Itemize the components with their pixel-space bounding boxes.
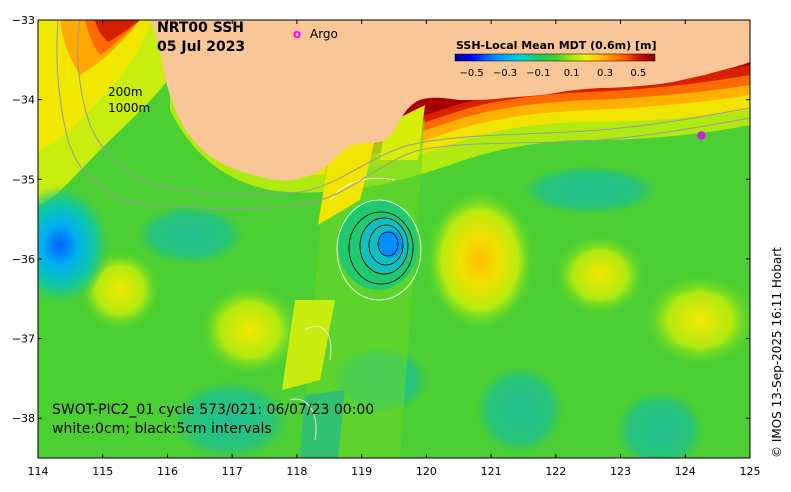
y-tick-label: −35: [12, 173, 35, 186]
x-tick-label: 123: [610, 465, 631, 478]
swot-swath: [282, 105, 425, 458]
colorbar-tick-label: −0.5: [460, 68, 484, 79]
y-tick-label: −33: [12, 14, 35, 27]
colorbar-tick-label: −0.1: [526, 68, 550, 79]
swath-note-line2: white:0cm; black:5cm intervals: [52, 421, 272, 437]
map-title-line1: NRT00 SSH: [157, 20, 244, 36]
colorbar-tick-label: 0.1: [564, 68, 580, 79]
x-tick-label: 117: [222, 465, 243, 478]
colorbar-tick-label: −0.3: [493, 68, 517, 79]
y-tick-label: −37: [12, 333, 35, 346]
colorbar-gradient: [454, 53, 656, 62]
x-tick-label: 124: [675, 465, 696, 478]
colorbar-title: SSH-Local Mean MDT (0.6m) [m]: [456, 39, 656, 52]
colorbar-tick-label: 0.3: [597, 68, 613, 79]
x-axis: 114 115 116 117 118 119 120 121 122 123 124 125: [28, 20, 761, 478]
argo-legend-label: Argo: [310, 27, 338, 41]
x-tick-label: 121: [481, 465, 502, 478]
x-tick-label: 125: [740, 465, 761, 478]
isobath-label-1000: 1000m: [108, 101, 150, 115]
y-axis: −33 −34 −35 −36 −37 −38: [12, 14, 750, 425]
credit-text: © IMOS 13-Sep-2025 16:11 Hobart: [770, 247, 784, 458]
argo-legend-marker: o: [293, 27, 301, 41]
ssh-field: [38, 20, 750, 458]
x-tick-label: 116: [157, 465, 178, 478]
y-tick-label: −36: [12, 253, 35, 266]
x-tick-label: 115: [92, 465, 113, 478]
x-tick-label: 118: [286, 465, 307, 478]
y-tick-label: −34: [12, 94, 35, 107]
x-tick-label: 114: [28, 465, 49, 478]
x-tick-label: 122: [545, 465, 566, 478]
map-title-line2: 05 Jul 2023: [157, 39, 245, 55]
x-tick-label: 120: [416, 465, 437, 478]
swath-note-line1: SWOT-PIC2_01 cycle 573/021: 06/07/23 00:…: [52, 402, 374, 418]
colorbar-tick-label: 0.5: [630, 68, 646, 79]
plot-frame: [37, 19, 751, 459]
isobath-label-200: 200m: [108, 85, 143, 99]
x-tick-label: 119: [351, 465, 372, 478]
argo-float-marker[interactable]: [697, 131, 706, 140]
y-tick-label: −38: [12, 412, 35, 425]
colorbar: SSH-Local Mean MDT (0.6m) [m] −0.5 −0.3 −0…: [454, 39, 656, 79]
